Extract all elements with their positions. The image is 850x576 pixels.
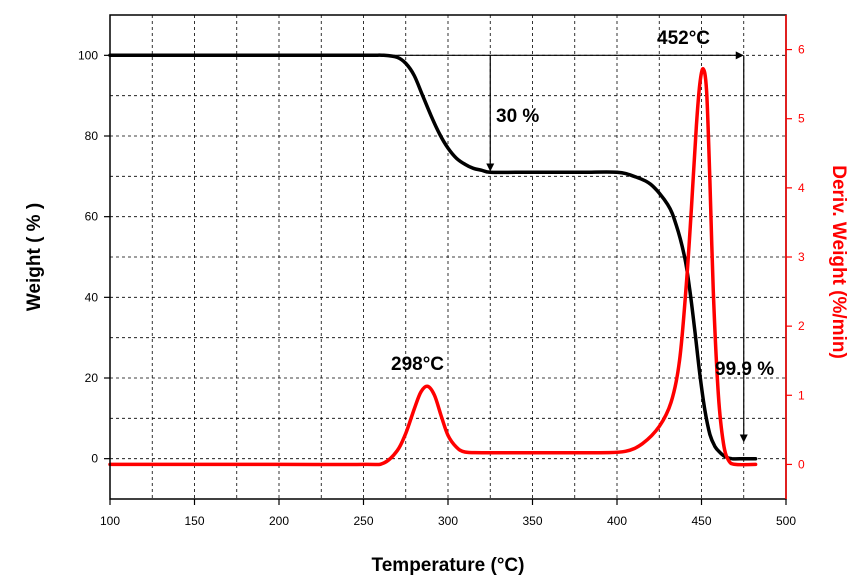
weight-line: [108, 53, 758, 461]
arrow-100-line-head: [735, 51, 744, 60]
y-left-tick-label: 20: [85, 371, 99, 385]
y-right-axis-title: Deriv. Weight (%/min): [828, 165, 849, 359]
peak-2-label: 452°C: [657, 28, 710, 49]
y-right-tick-label: 3: [798, 250, 805, 264]
y-right-tick-label: 2: [798, 319, 805, 333]
x-axis-title: Temperature (°C): [372, 555, 525, 576]
y-right-tick-label: 1: [798, 388, 805, 402]
peak-1-label: 298°C: [391, 354, 444, 375]
x-tick-label: 200: [269, 514, 289, 528]
x-tick-label: 500: [776, 514, 796, 528]
x-tick-label: 400: [607, 514, 627, 528]
arrow-annotations: [371, 51, 748, 443]
arrow-30-loss-head: [486, 163, 495, 172]
y-left-axis-title: Weight ( % ): [24, 203, 45, 311]
derivative-series: [108, 67, 758, 467]
x-tick-label: 150: [184, 514, 204, 528]
mass-loss-1-label: 30 %: [496, 106, 539, 127]
derivative-line: [108, 67, 758, 467]
y-right-tick-label: 6: [798, 43, 805, 57]
y-left-tick-label: 0: [91, 452, 98, 466]
y-right-tick-label: 5: [798, 112, 805, 126]
x-tick-label: 350: [522, 514, 542, 528]
grid-lines: [110, 15, 786, 500]
x-tick-label: 300: [438, 514, 458, 528]
x-tick-label: 450: [691, 514, 711, 528]
y-right-tick-label: 4: [798, 181, 805, 195]
arrow-99-loss-head: [739, 434, 748, 443]
y-right-tick-label: 0: [798, 457, 805, 471]
x-tick-label: 100: [100, 514, 120, 528]
x-tick-label: 250: [353, 514, 373, 528]
weight-series: [108, 53, 758, 461]
y-left-tick-label: 40: [85, 290, 99, 304]
mass-loss-2-label: 99.9 %: [715, 359, 774, 380]
axis-ticks: 100 150 200 250 300 350 400 450 500 0 20 40 60 80 100 0…: [78, 43, 805, 528]
y-left-tick-label: 100: [78, 48, 98, 62]
y-left-tick-label: 60: [85, 210, 99, 224]
y-left-tick-label: 80: [85, 129, 99, 143]
